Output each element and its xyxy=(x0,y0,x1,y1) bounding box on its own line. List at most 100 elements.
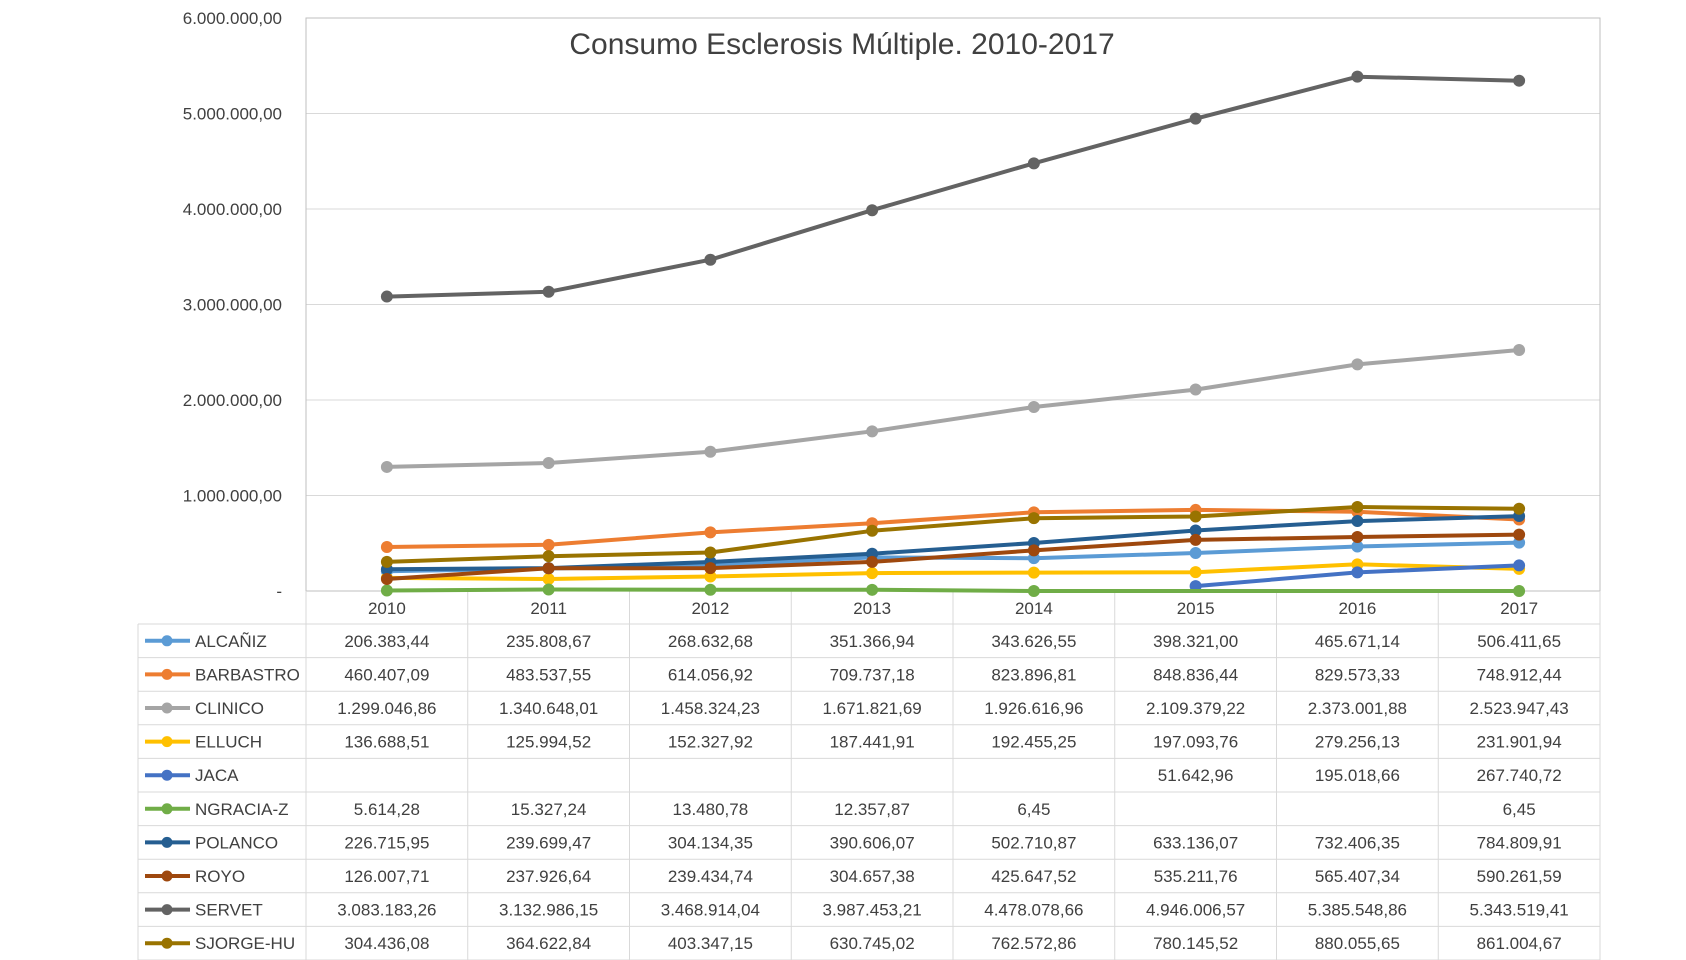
legend-label: BARBASTRO xyxy=(195,665,300,684)
table-cell-value: 197.093,76 xyxy=(1153,733,1238,752)
legend-key-marker xyxy=(161,769,173,781)
y-tick-label: 3.000.000,00 xyxy=(183,296,282,315)
table-cell-value: 2.109.379,22 xyxy=(1146,699,1245,718)
table-cell-value: 398.321,00 xyxy=(1153,632,1238,651)
data-point xyxy=(1189,524,1202,537)
data-point xyxy=(1189,546,1202,559)
data-point xyxy=(866,425,879,438)
data-point xyxy=(380,584,393,597)
table-cell-value: 237.926,64 xyxy=(506,867,591,886)
table-cell-value: 6,45 xyxy=(1017,800,1050,819)
data-point xyxy=(866,547,879,560)
table-cell-value: 304.436,08 xyxy=(344,934,429,953)
table-cell-value: 3.132.986,15 xyxy=(499,901,598,920)
table-cell-value: 304.134,35 xyxy=(668,833,753,852)
x-tick-label: 2014 xyxy=(1015,599,1053,618)
data-point xyxy=(380,572,393,585)
table-cell-value: 502.710,87 xyxy=(991,833,1076,852)
table-cell-value: 187.441,91 xyxy=(830,733,915,752)
table-cell-value: 2.373.001,88 xyxy=(1308,699,1407,718)
table-cell-value: 239.434,74 xyxy=(668,867,753,886)
table-cell-value: 565.407,34 xyxy=(1315,867,1400,886)
data-point xyxy=(866,204,879,217)
table-cell-value: 125.994,52 xyxy=(506,733,591,752)
series-line xyxy=(386,505,1520,564)
legend-key-marker xyxy=(161,870,173,882)
y-tick-label: 4.000.000,00 xyxy=(183,200,282,219)
table-cell-value: 1.671.821,69 xyxy=(822,699,921,718)
data-point xyxy=(542,572,555,585)
legend-key-marker xyxy=(161,702,173,714)
table-cell-value: 784.809,91 xyxy=(1477,833,1562,852)
table-cell-value: 535.211,76 xyxy=(1154,867,1238,886)
table-cell-value: 506.411,65 xyxy=(1477,632,1561,651)
table-cell-value: 390.606,07 xyxy=(830,833,915,852)
table-cell-value: 195.018,66 xyxy=(1315,766,1400,785)
series-lines xyxy=(380,70,1526,597)
series-line xyxy=(386,532,1520,581)
legend-key-marker xyxy=(161,736,173,748)
table-cell-value: 732.406,35 xyxy=(1315,833,1400,852)
data-point xyxy=(1351,358,1364,371)
data-point xyxy=(542,562,555,575)
table-cell-value: 614.056,92 xyxy=(668,665,753,684)
table-cell-value: 403.347,15 xyxy=(668,934,753,953)
legend-key-marker xyxy=(161,937,173,949)
table-cell-value: 351.366,94 xyxy=(830,632,915,651)
chart-title: Consumo Esclerosis Múltiple. 2010-2017 xyxy=(569,28,1114,61)
table-cell-value: 13.480,78 xyxy=(673,800,749,819)
legend-label: CLINICO xyxy=(195,699,264,718)
table-cell-value: 3.468.914,04 xyxy=(661,901,760,920)
table-cell-value: 2.523.947,43 xyxy=(1469,699,1568,718)
data-point xyxy=(866,524,879,537)
data-point xyxy=(704,445,717,458)
series-line xyxy=(386,587,1520,593)
table-cell-value: 192.455,25 xyxy=(991,733,1076,752)
table-cell-value: 3.987.453,21 xyxy=(822,901,921,920)
data-point xyxy=(542,538,555,551)
series-line xyxy=(386,507,1520,549)
data-point xyxy=(1351,515,1364,528)
table-cell-value: 633.136,07 xyxy=(1153,833,1238,852)
y-tick-label: - xyxy=(276,582,282,601)
table-cell-value: 226.715,95 xyxy=(344,833,429,852)
data-point xyxy=(704,546,717,559)
table-cell-value: 780.145,52 xyxy=(1153,934,1238,953)
table-cell-value: 51.642,96 xyxy=(1158,766,1234,785)
y-tick-label: 5.000.000,00 xyxy=(183,105,282,124)
y-tick-label: 1.000.000,00 xyxy=(183,487,282,506)
data-table: 2010 2011 2012 2013 2014 2015 2016 2017 ALCAÑIZ 2… xyxy=(137,590,1601,960)
data-point xyxy=(1189,533,1202,546)
table-cell-value: 15.327,24 xyxy=(511,800,587,819)
x-tick-label: 2017 xyxy=(1500,599,1538,618)
x-tick-label: 2015 xyxy=(1177,599,1215,618)
gridlines xyxy=(305,17,1601,592)
legend-key-marker xyxy=(161,836,173,848)
data-point xyxy=(866,583,879,596)
table-cell-value: 268.632,68 xyxy=(668,632,753,651)
data-point xyxy=(1189,112,1202,125)
table-cell-value: 4.946.006,57 xyxy=(1146,901,1245,920)
table-cell-value: 343.626,55 xyxy=(991,632,1076,651)
data-point xyxy=(542,285,555,298)
table-cell-value: 267.740,72 xyxy=(1477,766,1562,785)
x-tick-label: 2012 xyxy=(691,599,729,618)
data-point xyxy=(1513,502,1526,515)
table-cell-value: 5.343.519,41 xyxy=(1469,901,1568,920)
data-point xyxy=(1189,566,1202,579)
data-point xyxy=(1027,584,1040,597)
table-cell-value: 762.572,86 xyxy=(991,934,1076,953)
table-cell-value: 630.745,02 xyxy=(830,934,915,953)
table-cell-value: 1.926.616,96 xyxy=(984,699,1083,718)
data-point xyxy=(1513,343,1526,356)
table-cell-value: 279.256,13 xyxy=(1315,733,1400,752)
data-point xyxy=(866,567,879,580)
table-cell-value: 590.261,59 xyxy=(1477,867,1562,886)
data-point xyxy=(1027,566,1040,579)
table-cell-value: 1.299.046,86 xyxy=(337,699,436,718)
data-point xyxy=(704,253,717,266)
x-tick-label: 2010 xyxy=(368,599,406,618)
table-cell-value: 3.083.183,26 xyxy=(337,901,436,920)
data-point xyxy=(380,290,393,303)
